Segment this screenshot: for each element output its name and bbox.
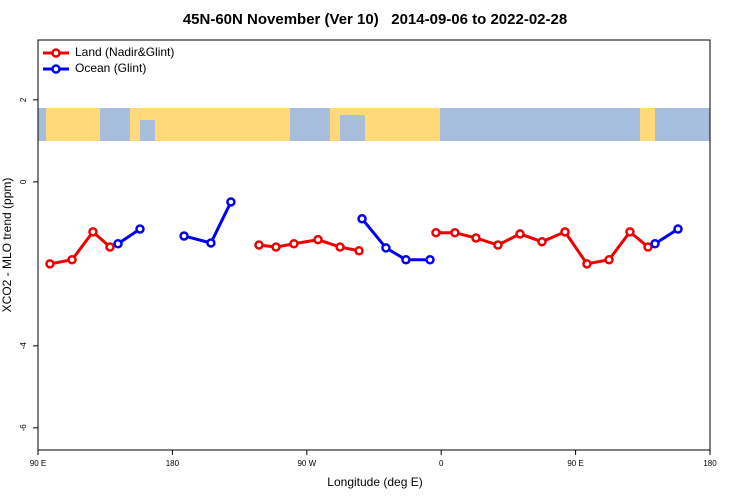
point <box>335 242 345 252</box>
x-tick-label: 0 <box>439 459 444 468</box>
y-axis-title: XCO2 - MLO trend (ppm) <box>0 178 14 313</box>
map-band <box>38 108 710 141</box>
y-tick-label: -6 <box>19 424 28 432</box>
point <box>425 255 435 265</box>
point <box>88 227 98 237</box>
point <box>67 255 77 265</box>
point <box>254 240 264 250</box>
plot-frame <box>37 39 711 451</box>
point <box>582 259 592 269</box>
point <box>650 239 660 249</box>
point <box>673 224 683 234</box>
point <box>431 227 441 238</box>
point <box>537 236 547 247</box>
point <box>226 197 236 207</box>
point <box>471 233 481 243</box>
point <box>401 255 411 265</box>
y-tick-label: 2 <box>19 97 28 102</box>
point <box>135 224 145 234</box>
chart-title: 45N-60N November (Ver 10) 2014-09-06 to … <box>183 11 567 28</box>
x-axis-title: Longitude (deg E) <box>327 475 422 489</box>
y-tick-label: 0 <box>19 179 28 184</box>
point <box>381 243 391 253</box>
point <box>105 242 115 252</box>
point <box>625 227 635 237</box>
point <box>604 255 614 265</box>
point <box>493 240 503 250</box>
point <box>357 214 367 224</box>
x-tick-label: 90 W <box>297 459 316 468</box>
point <box>113 239 123 249</box>
y-tick-label: -4 <box>19 342 28 350</box>
point <box>515 229 525 239</box>
series-line <box>49 229 649 266</box>
x-tick-label: 90 E <box>30 459 46 468</box>
point <box>560 227 570 237</box>
point <box>450 227 460 238</box>
x-tick-label: 180 <box>703 459 717 468</box>
point <box>206 238 216 248</box>
point <box>354 245 364 256</box>
legend-marker <box>51 48 61 58</box>
x-tick-label: 90 E <box>567 459 583 468</box>
series-line <box>117 201 679 262</box>
x-tick-label: 180 <box>166 459 180 468</box>
legend-label: Land (Nadir&Glint) <box>75 45 174 59</box>
point <box>179 231 189 241</box>
legend-label: Ocean (Glint) <box>75 61 146 75</box>
point <box>271 242 281 252</box>
point <box>313 234 323 245</box>
point <box>289 239 299 249</box>
point <box>45 259 55 269</box>
legend-marker <box>51 64 61 74</box>
point <box>643 242 653 252</box>
